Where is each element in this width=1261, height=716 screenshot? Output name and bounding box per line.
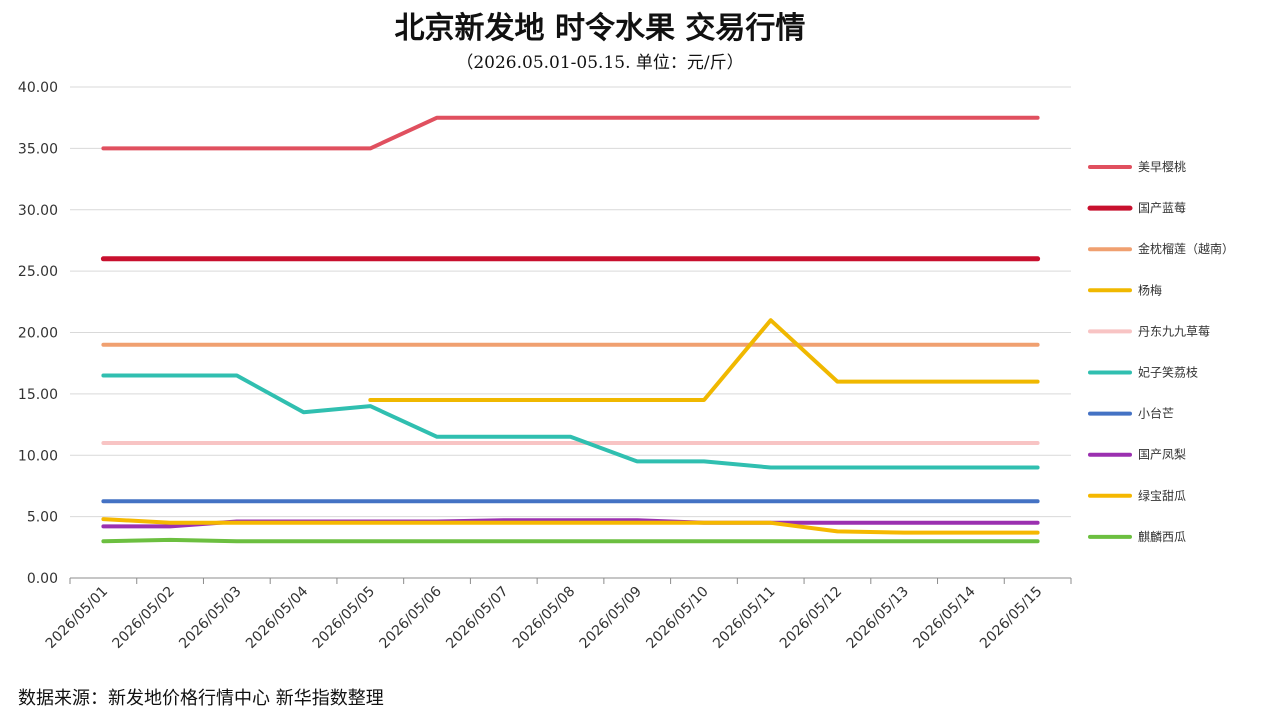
legend-label: 绿宝甜瓜 [1138, 488, 1186, 503]
axis-layer: 0.00 5.00 10.00 15.00 20.00 25.00 30.00 35.00 40… [18, 80, 1072, 652]
x-tick-label: 2026/05/15 [977, 584, 1045, 652]
y-tick-label: 20.00 [18, 326, 58, 342]
x-tick-label: 2026/05/01 [43, 584, 111, 652]
x-tick-label: 2026/05/05 [310, 584, 378, 652]
x-tick-label: 2026/05/10 [643, 584, 711, 652]
legend-label: 金枕榴莲（越南） [1138, 241, 1234, 256]
x-tick-label: 2026/05/02 [110, 584, 178, 652]
y-tick-label: 25.00 [18, 264, 58, 280]
chart-subtitle: （2026.05.01-05.15. 单位：元/斤） [456, 53, 743, 73]
y-tick-label: 30.00 [18, 203, 58, 219]
y-tick-label: 0.00 [27, 571, 58, 587]
y-tick-label: 40.00 [18, 80, 58, 96]
x-tick-label: 2026/05/09 [577, 584, 645, 652]
legend-label: 小台芒 [1138, 406, 1174, 421]
series-layer [100, 115, 1041, 544]
y-tick-label: 10.00 [18, 448, 58, 464]
y-tick-label: 5.00 [27, 510, 58, 526]
x-tick-label: 2026/05/14 [910, 583, 978, 651]
legend-label: 妃子笑荔枝 [1138, 365, 1198, 380]
chart-title: 北京新发地 时令水果 交易行情 [395, 11, 806, 46]
x-tick-label: 2026/05/08 [510, 584, 578, 652]
y-tick-label: 15.00 [18, 387, 58, 403]
x-tick-label: 2026/05/13 [844, 584, 912, 652]
series-line-10 [101, 537, 1040, 544]
x-tick-label: 2026/05/03 [176, 584, 244, 652]
x-tick-label: 2026/05/12 [777, 584, 845, 652]
legend-label: 国产蓝莓 [1138, 201, 1186, 215]
series-line-6 [101, 373, 1040, 470]
grid-layer [70, 86, 1071, 518]
x-tick-label: 2026/05/11 [710, 584, 778, 652]
legend-label: 麒麟西瓜 [1138, 529, 1186, 544]
data-source-note: 数据来源：新发地价格行情中心 新华指数整理 [18, 688, 384, 709]
legend-label: 杨梅 [1138, 282, 1162, 297]
x-tick-label: 2026/05/07 [443, 584, 511, 652]
legend-label: 美早樱桃 [1138, 159, 1186, 174]
series-line-4 [368, 318, 1040, 402]
series-line-9 [101, 517, 1040, 535]
y-tick-label: 35.00 [18, 141, 58, 157]
x-tick-label: 2026/05/06 [376, 583, 444, 651]
x-tick-label: 2026/05/04 [243, 583, 311, 651]
legend-label: 国产凤梨 [1138, 448, 1186, 462]
legend-label: 丹东九九草莓 [1138, 324, 1210, 338]
series-line-1 [101, 115, 1040, 151]
